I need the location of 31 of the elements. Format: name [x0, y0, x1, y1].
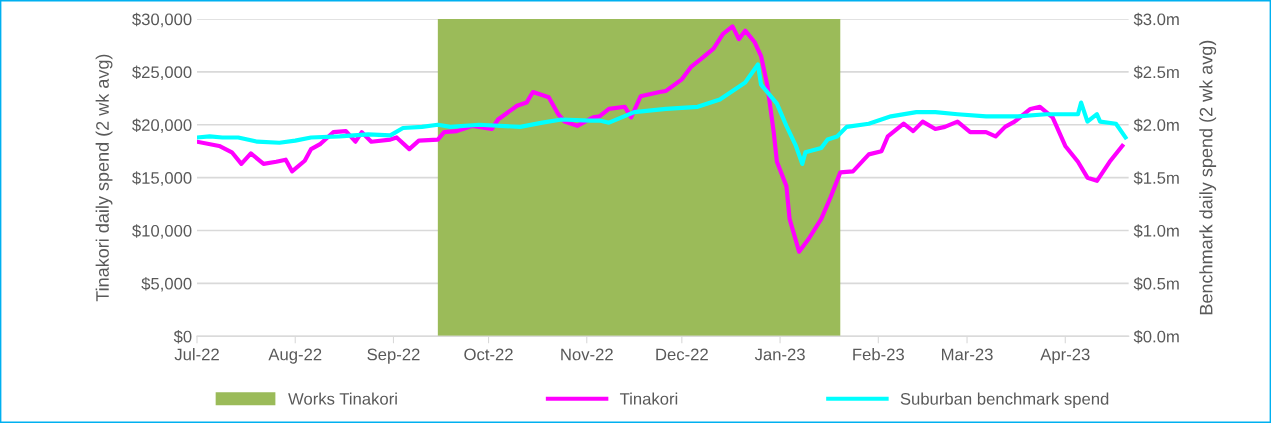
x-tick-label: Aug-22 [268, 348, 322, 364]
x-tick-label: Jan-23 [754, 348, 805, 361]
x-tick-label: Dec-22 [656, 348, 708, 361]
y-tick-label: $5,000 [141, 277, 192, 292]
y-axis-title: Tinakori daily spend (2 wk avg) [95, 54, 113, 302]
legend-label: Tinakori [619, 392, 678, 405]
y2-tick-label: $2.0m [1133, 118, 1179, 132]
y-tick-label: $10,000 [132, 224, 192, 239]
x-tick-label: Nov-22 [561, 348, 613, 361]
y2-tick-label: $1.5m [1133, 171, 1179, 185]
y2-tick-label: $2.5m [1133, 65, 1179, 80]
y2-tick-label: $0.0m [1133, 329, 1179, 344]
y2-axis-title: Benchmark daily spend (2 wk avg) [1199, 40, 1217, 315]
legend-label: Works Tinakori [288, 392, 397, 405]
x-tick-label: Apr-23 [1040, 348, 1090, 364]
x-tick-label: Sep-22 [367, 348, 420, 364]
y-tick-label: $30,000 [132, 12, 192, 28]
legend-label: Suburban benchmark spend [900, 392, 1109, 409]
line-series [197, 62, 1128, 166]
y-tick-label: $25,000 [132, 65, 192, 81]
y2-tick-label: $3.0m [1133, 12, 1179, 27]
x-tick-label: Oct-22 [464, 348, 513, 361]
x-tick-label: Jul-22 [174, 348, 219, 361]
line-series [197, 24, 1125, 254]
y-tick-label: $15,000 [132, 171, 192, 186]
y-tick-label: $0 [173, 329, 192, 344]
x-tick-label: Mar-23 [942, 348, 993, 361]
y-tick-label: $20,000 [132, 118, 192, 133]
y2-tick-label: $1.0m [1133, 224, 1179, 238]
y2-tick-label: $0.5m [1133, 277, 1179, 291]
x-tick-label: Feb-23 [853, 348, 904, 361]
